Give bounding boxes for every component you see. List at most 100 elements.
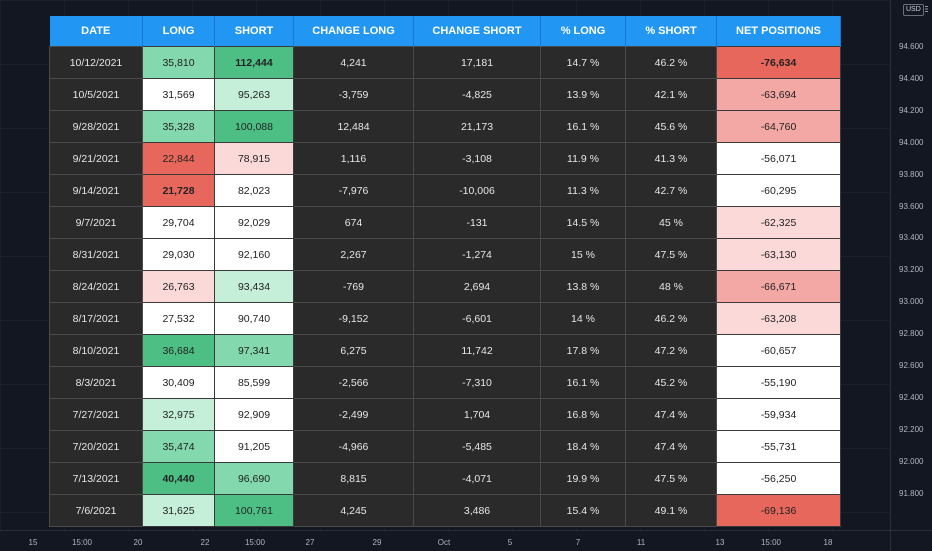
price-label: 94.000 <box>899 137 924 147</box>
cell-short: 95,263 <box>214 78 294 111</box>
time-axis[interactable]: 15 15:00 20 22 15:00 27 29 Oct 5 7 11 13 15:00 18 <box>0 530 890 551</box>
cell-pct-long: 14.7 % <box>540 46 626 79</box>
time-label: Oct <box>437 538 451 547</box>
currency-badge[interactable]: USD <box>903 4 924 16</box>
cell-long: 26,763 <box>142 270 215 303</box>
cell-pct-short: 42.1 % <box>625 78 717 111</box>
time-label: 5 <box>507 538 513 547</box>
header-pct-short: % SHORT <box>625 16 717 47</box>
cell-date: 7/20/2021 <box>49 430 143 463</box>
cell-pct-long: 11.9 % <box>540 142 626 175</box>
time-label: 27 <box>305 538 315 547</box>
cell-short: 85,599 <box>214 366 294 399</box>
cell-net-positions: -62,325 <box>716 206 841 239</box>
header-net-positions: NET POSITIONS <box>716 16 841 47</box>
header-short: SHORT <box>214 16 294 47</box>
cell-change-short: -1,274 <box>413 238 541 271</box>
cell-pct-short: 48 % <box>625 270 717 303</box>
time-label: 29 <box>372 538 382 547</box>
cell-change-short: -131 <box>413 206 541 239</box>
cell-pct-short: 47.4 % <box>625 430 717 463</box>
cell-date: 9/7/2021 <box>49 206 143 239</box>
cell-pct-long: 13.9 % <box>540 78 626 111</box>
cell-pct-long: 11.3 % <box>540 174 626 207</box>
cell-short: 92,029 <box>214 206 294 239</box>
table-row: 8/10/2021 36,684 97,341 6,275 11,742 17.8 % 47… <box>49 334 841 367</box>
time-label: 13 <box>715 538 725 547</box>
cell-change-long: -7,976 <box>293 174 414 207</box>
cell-pct-long: 14 % <box>540 302 626 335</box>
cell-short: 93,434 <box>214 270 294 303</box>
cell-change-long: -769 <box>293 270 414 303</box>
price-label: 93.200 <box>899 265 924 275</box>
cell-long: 27,532 <box>142 302 215 335</box>
table-row: 9/28/2021 35,328 100,088 12,484 21,173 16.1 %… <box>49 110 841 143</box>
cell-net-positions: -69,136 <box>716 494 841 527</box>
cell-long: 30,409 <box>142 366 215 399</box>
cell-date: 7/13/2021 <box>49 462 143 495</box>
cell-change-short: 17,181 <box>413 46 541 79</box>
price-axis[interactable]: 94.600 94.400 94.200 94.000 93.800 93.600 93.4… <box>890 0 932 530</box>
cell-short: 100,761 <box>214 494 294 527</box>
table-row: 8/24/2021 26,763 93,434 -769 2,694 13.8 % 48 %… <box>49 270 841 303</box>
cell-pct-short: 41.3 % <box>625 142 717 175</box>
cell-date: 9/14/2021 <box>49 174 143 207</box>
cell-change-short: -10,006 <box>413 174 541 207</box>
cell-net-positions: -64,760 <box>716 110 841 143</box>
cell-date: 8/31/2021 <box>49 238 143 271</box>
table-row: 7/13/2021 40,440 96,690 8,815 -4,071 19.9 % 47… <box>49 462 841 495</box>
cell-change-long: 4,245 <box>293 494 414 527</box>
cell-long: 35,474 <box>142 430 215 463</box>
time-label: 22 <box>200 538 210 547</box>
cell-change-short: 3,486 <box>413 494 541 527</box>
table-row: 7/27/2021 32,975 92,909 -2,499 1,704 16.8 % 47… <box>49 398 841 431</box>
price-label: 94.400 <box>899 73 924 83</box>
cell-change-long: -2,499 <box>293 398 414 431</box>
table-row: 9/14/2021 21,728 82,023 -7,976 -10,006 11.3 %… <box>49 174 841 207</box>
price-label: 92.000 <box>899 456 924 466</box>
cell-change-short: -6,601 <box>413 302 541 335</box>
table-header-row: DATE LONG SHORT CHANGE LONG CHANGE SHORT… <box>49 16 841 47</box>
price-label: 94.600 <box>899 42 924 51</box>
table-row: 8/17/2021 27,532 90,740 -9,152 -6,601 14 % 46.… <box>49 302 841 335</box>
cell-long: 36,684 <box>142 334 215 367</box>
cell-long: 35,810 <box>142 46 215 79</box>
cell-long: 40,440 <box>142 462 215 495</box>
cell-pct-long: 19.9 % <box>540 462 626 495</box>
cell-change-short: -4,825 <box>413 78 541 111</box>
cell-long: 22,844 <box>142 142 215 175</box>
cell-change-long: 674 <box>293 206 414 239</box>
cell-change-short: 11,742 <box>413 334 541 367</box>
cell-pct-short: 45.6 % <box>625 110 717 143</box>
cell-change-short: -4,071 <box>413 462 541 495</box>
cell-change-long: 4,241 <box>293 46 414 79</box>
cell-date: 7/6/2021 <box>49 494 143 527</box>
cell-net-positions: -60,657 <box>716 334 841 367</box>
cell-pct-long: 16.8 % <box>540 398 626 431</box>
cell-date: 10/5/2021 <box>49 78 143 111</box>
cell-date: 9/21/2021 <box>49 142 143 175</box>
axis-corner <box>890 530 932 551</box>
cell-pct-short: 47.5 % <box>625 238 717 271</box>
price-label: 92.600 <box>899 361 924 370</box>
time-label: 15:00 <box>244 538 266 547</box>
price-label: 92.400 <box>899 392 924 402</box>
cell-pct-long: 14.5 % <box>540 206 626 239</box>
currency-menu-icon[interactable] <box>925 6 928 12</box>
cell-change-short: 1,704 <box>413 398 541 431</box>
cell-short: 90,740 <box>214 302 294 335</box>
cell-net-positions: -63,130 <box>716 238 841 271</box>
cell-change-long: 2,267 <box>293 238 414 271</box>
header-date: DATE <box>49 16 143 47</box>
cell-long: 31,569 <box>142 78 215 111</box>
price-label: 93.800 <box>899 169 924 179</box>
table-row: 8/31/2021 29,030 92,160 2,267 -1,274 15 % 47.5… <box>49 238 841 271</box>
cell-pct-short: 47.2 % <box>625 334 717 367</box>
cell-net-positions: -55,731 <box>716 430 841 463</box>
cell-long: 29,030 <box>142 238 215 271</box>
cell-short: 82,023 <box>214 174 294 207</box>
header-long: LONG <box>142 16 215 47</box>
cell-change-long: -4,966 <box>293 430 414 463</box>
price-label: 92.800 <box>899 329 924 339</box>
price-label: 92.200 <box>899 424 924 434</box>
